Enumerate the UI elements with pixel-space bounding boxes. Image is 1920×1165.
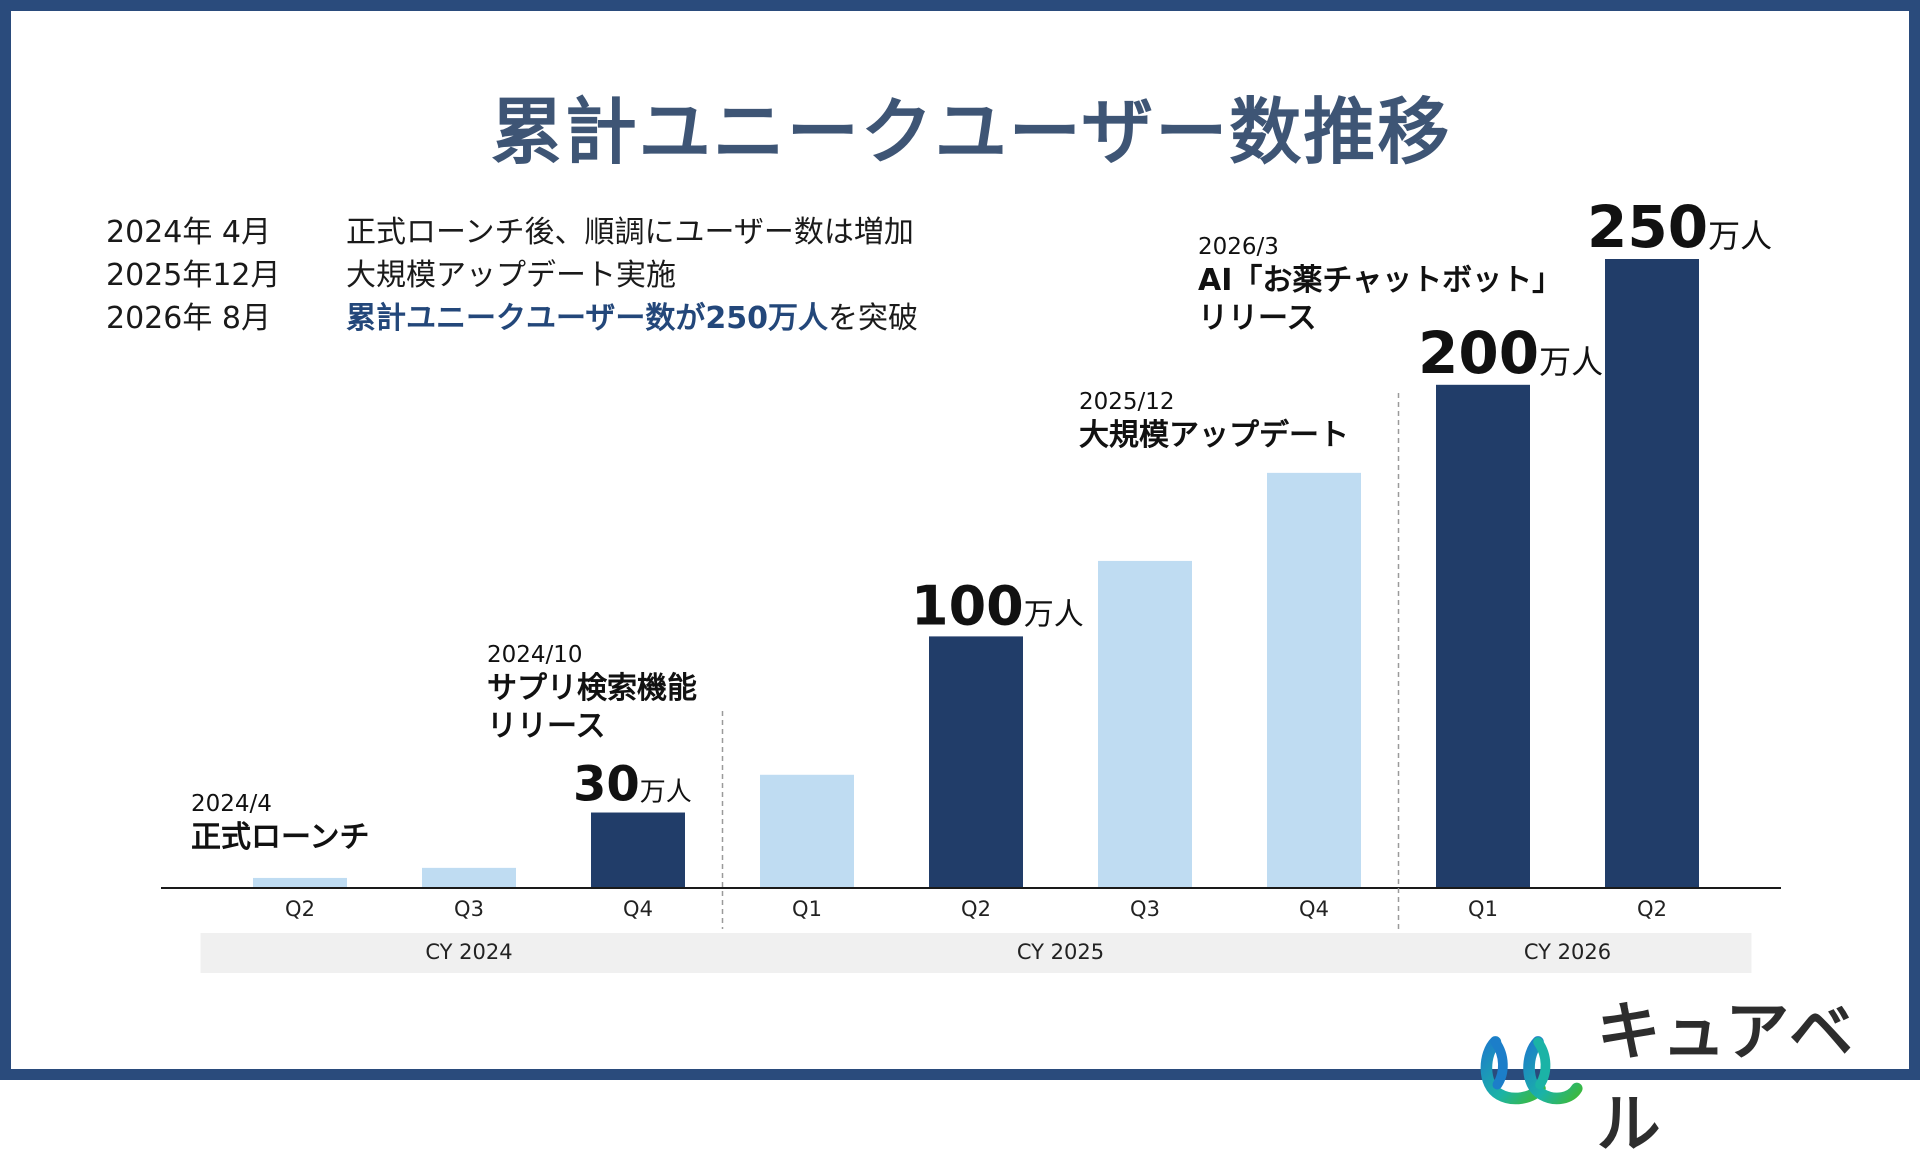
tick-label: Q2 (1637, 897, 1667, 921)
bar (929, 636, 1023, 888)
logo: キュアベル (1476, 981, 1909, 1165)
annotation-date: 2024/4 (191, 791, 272, 817)
tick-label: Q1 (792, 897, 822, 921)
year-label: CY 2026 (1524, 940, 1611, 964)
timeline-date: 2024年 4月 (106, 215, 271, 250)
year-band (200, 933, 738, 973)
timeline-text: 大規模アップデート実施 (346, 254, 676, 297)
logo-mark-icon (1480, 1036, 1583, 1105)
timeline-text-pre: 大規模アップデート実施 (346, 258, 676, 293)
timeline-date: 2026年 8月 (106, 301, 271, 336)
annotation-text: 正式ローンチ (191, 820, 370, 855)
bar (1436, 384, 1530, 888)
annotation-text: サプリ検索機能 (487, 671, 697, 706)
tick-label: Q3 (1130, 897, 1160, 921)
annotation-text: リリース (487, 709, 606, 744)
timeline-row: 2026年 8月 累計ユニークユーザー数が250万人を突破 (106, 297, 918, 340)
timeline-highlight: 累計ユニークユーザー数が250万人 (346, 301, 829, 336)
timeline-text-pre: 正式ローンチ後、順調にユーザー数は増加 (346, 215, 914, 250)
annotation-text: AI「お薬チャットボット」 (1198, 263, 1562, 298)
timeline-row: 2024年 4月 正式ローンチ後、順調にユーザー数は増加 (106, 211, 918, 254)
value-unit: 万人 (1539, 343, 1603, 381)
year-band (1383, 933, 1752, 973)
year-label: CY 2024 (425, 940, 512, 964)
bar (760, 774, 854, 888)
timeline-text-post: を突破 (828, 301, 919, 336)
annotation-text: 大規模アップデート (1079, 418, 1349, 453)
timeline: 2024年 4月 正式ローンチ後、順調にユーザー数は増加 2025年12月 大規… (106, 211, 918, 340)
value-label: 100万人 (911, 574, 1084, 637)
value-label: 200万人 (1418, 319, 1603, 387)
bar (253, 877, 347, 888)
tick-label: Q3 (454, 897, 484, 921)
bar (1267, 472, 1361, 888)
value-unit: 万人 (1708, 217, 1772, 255)
annotation-date: 2026/3 (1198, 234, 1279, 260)
bar (591, 812, 685, 888)
bar-chart: Q2 Q3 Q4 Q1 Q2 Q3 Q4 Q1 Q2 CY 2024 CY 2025 CY 2026 3… (161, 193, 1781, 973)
value-label: 30万人 (573, 757, 692, 813)
logo-text: キュアベル (1596, 996, 1855, 1162)
timeline-text: 累計ユニークユーザー数が250万人を突破 (346, 297, 918, 340)
bar (422, 867, 516, 888)
timeline-row: 2025年12月 大規模アップデート実施 (106, 254, 918, 297)
annotation-date: 2024/10 (487, 642, 583, 668)
value-unit: 万人 (640, 778, 692, 808)
value-number: 250 (1587, 193, 1708, 261)
tick-label: Q1 (1468, 897, 1498, 921)
value-number: 100 (911, 574, 1024, 637)
year-band (707, 933, 1414, 973)
value-unit: 万人 (1024, 597, 1084, 632)
value-label: 250万人 (1587, 193, 1772, 261)
tick-label: Q2 (961, 897, 991, 921)
tick-label: Q2 (285, 897, 315, 921)
tick-label: Q4 (1299, 897, 1329, 921)
timeline-date: 2025年12月 (106, 258, 281, 293)
value-number: 30 (573, 757, 640, 813)
page-title: 累計ユニークユーザー数推移 (490, 90, 1452, 174)
tick-label: Q4 (623, 897, 653, 921)
bar (1605, 259, 1699, 888)
value-number: 200 (1418, 319, 1539, 387)
annotation-text: リリース (1198, 301, 1317, 336)
annotation-date: 2025/12 (1079, 389, 1175, 415)
year-label: CY 2025 (1017, 940, 1104, 964)
timeline-text: 正式ローンチ後、順調にユーザー数は増加 (346, 211, 914, 254)
bar (1098, 560, 1192, 888)
